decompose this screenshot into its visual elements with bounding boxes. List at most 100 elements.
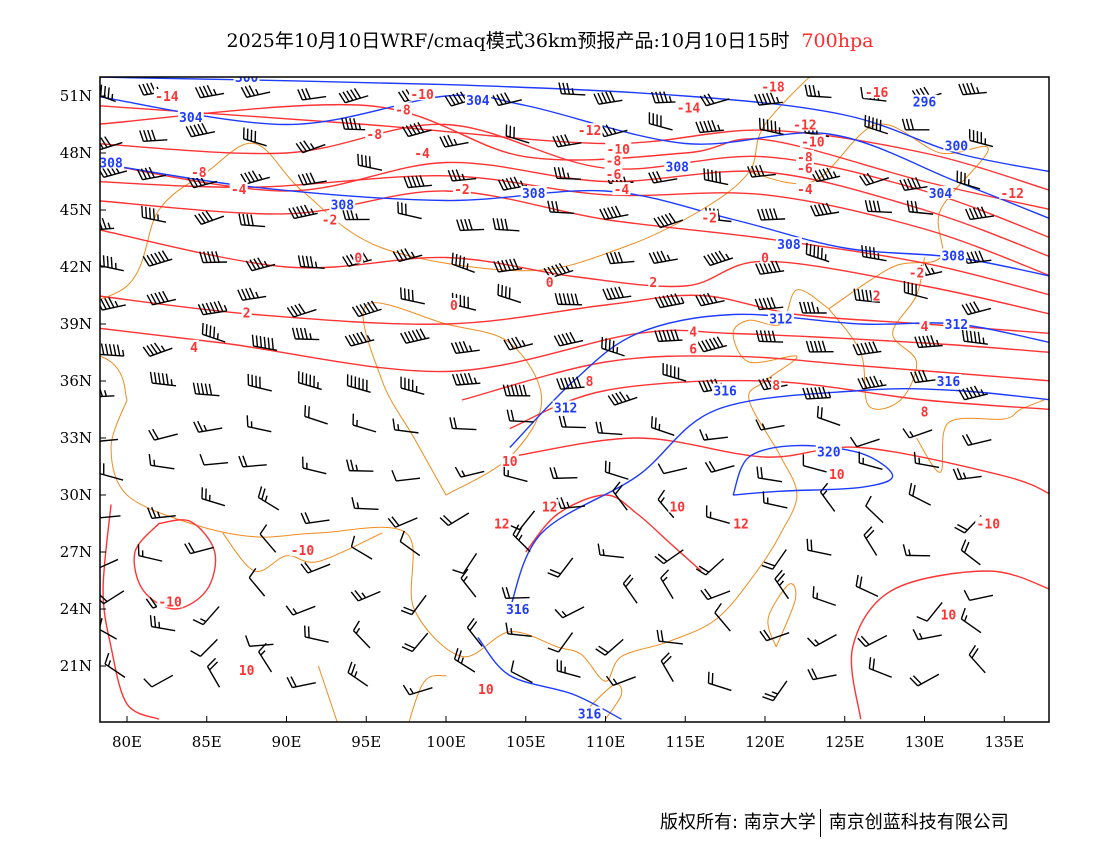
wind-barb (297, 172, 327, 186)
lon-tick-label: 135E (984, 733, 1024, 751)
isotherm-line (100, 327, 1049, 373)
isotherm-label: 2 (649, 276, 657, 291)
wind-barb (391, 470, 421, 482)
wind-barb (399, 530, 421, 557)
pressure-level: 700hpa (801, 30, 874, 52)
height-label-bg (520, 185, 547, 199)
wind-barb (699, 93, 730, 107)
isotherm-label-bg (448, 298, 459, 311)
wind-barb (192, 382, 220, 397)
wind-barb (554, 606, 585, 619)
height-contour (100, 77, 1049, 173)
wind-barb (257, 486, 280, 511)
wind-barb (653, 212, 684, 229)
isotherm-label-bg (604, 166, 623, 180)
wind-barb (146, 290, 177, 306)
isotherm-label: 10 (829, 468, 845, 483)
wind-barb (341, 208, 370, 221)
wind-barb (556, 376, 585, 390)
wind-barb (297, 255, 325, 270)
wind-barb (700, 588, 731, 601)
height-label-bg (927, 185, 954, 199)
lat-tick-label: 36N (60, 372, 92, 390)
isotherm-label-bg (409, 87, 436, 101)
height-label-bg (911, 94, 938, 108)
wind-barb (857, 375, 887, 390)
isotherm-label-bg (907, 265, 926, 279)
wind-barb (238, 213, 266, 228)
wind-barb (502, 384, 531, 397)
wind-barb (512, 524, 531, 553)
border-line (222, 532, 383, 572)
wind-barb (190, 638, 218, 657)
isotherm-label: -10 (410, 88, 434, 103)
wind-barb (601, 336, 625, 357)
wind-barb (858, 451, 883, 470)
lat-tick-label: 45N (60, 201, 92, 219)
isotherm-label-bg (795, 182, 814, 196)
isotherm-label: -6 (606, 168, 622, 183)
wind-barb (344, 331, 375, 347)
wind-barb (553, 331, 584, 347)
wind-barb (201, 322, 226, 343)
wind-barb (304, 405, 328, 425)
wind-barb (552, 134, 582, 148)
wind-barb (240, 85, 271, 98)
height-label-bg (504, 602, 531, 615)
wind-barb (699, 429, 728, 441)
wind-barb (199, 251, 228, 264)
lat-tick-label: 30N (60, 486, 92, 504)
isotherm-line (100, 123, 1049, 239)
wind-barb (338, 88, 369, 104)
wind-barb (285, 605, 316, 616)
wind-barb (341, 117, 369, 131)
lat-tick-label: 42N (60, 258, 92, 276)
plot-frame (99, 76, 1050, 723)
height-label: 320 (817, 445, 841, 460)
height-label: 296 (913, 96, 937, 111)
isotherm-label: 4 (921, 320, 929, 335)
wind-barb (703, 168, 729, 186)
height-label-bg (943, 138, 970, 152)
wind-barb (466, 617, 483, 647)
isotherm-label-bg (919, 318, 930, 332)
wind-barb (193, 420, 223, 433)
border-line (317, 665, 338, 722)
map-title: 2025年10月10日WRF/cmaq模式36km预报产品:10月10日15时 7… (0, 26, 1100, 53)
wind-barb (910, 370, 940, 384)
wind-barb (556, 659, 581, 678)
wind-barb (662, 363, 687, 382)
wind-barb (291, 327, 320, 341)
height-label-bg (100, 155, 125, 169)
wind-barb (758, 117, 784, 136)
wind-barb (549, 467, 578, 480)
height-contour (100, 94, 1049, 220)
isotherm-label: 4 (190, 341, 198, 356)
height-label: 316 (506, 603, 530, 618)
height-label: 308 (941, 250, 965, 265)
isotherm-label: -10 (158, 595, 182, 610)
height-label: 312 (554, 402, 577, 417)
wind-barb (149, 615, 176, 632)
isotherm-label-bg (584, 374, 595, 387)
wind-barb (547, 200, 575, 215)
lat-tick-label: 39N (60, 315, 92, 333)
wind-barb (352, 413, 377, 433)
wind-barb (774, 569, 790, 600)
wind-barb (612, 481, 628, 511)
wind-barb (197, 300, 228, 316)
wind-barb (247, 373, 272, 392)
isotherm-label-bg (605, 142, 632, 156)
wind-barb (137, 544, 163, 562)
wind-barb (185, 122, 216, 138)
height-label-bg (233, 77, 260, 83)
isotherm-label: 0 (450, 299, 458, 314)
border-line (110, 289, 830, 682)
isotherm-label-bg (289, 543, 316, 557)
wind-barb (399, 287, 425, 305)
wind-barb (855, 574, 879, 598)
wind-barb (288, 204, 318, 220)
lat-tick-label: 48N (60, 144, 92, 162)
wind-barb (902, 428, 933, 439)
wind-barb (819, 482, 836, 512)
